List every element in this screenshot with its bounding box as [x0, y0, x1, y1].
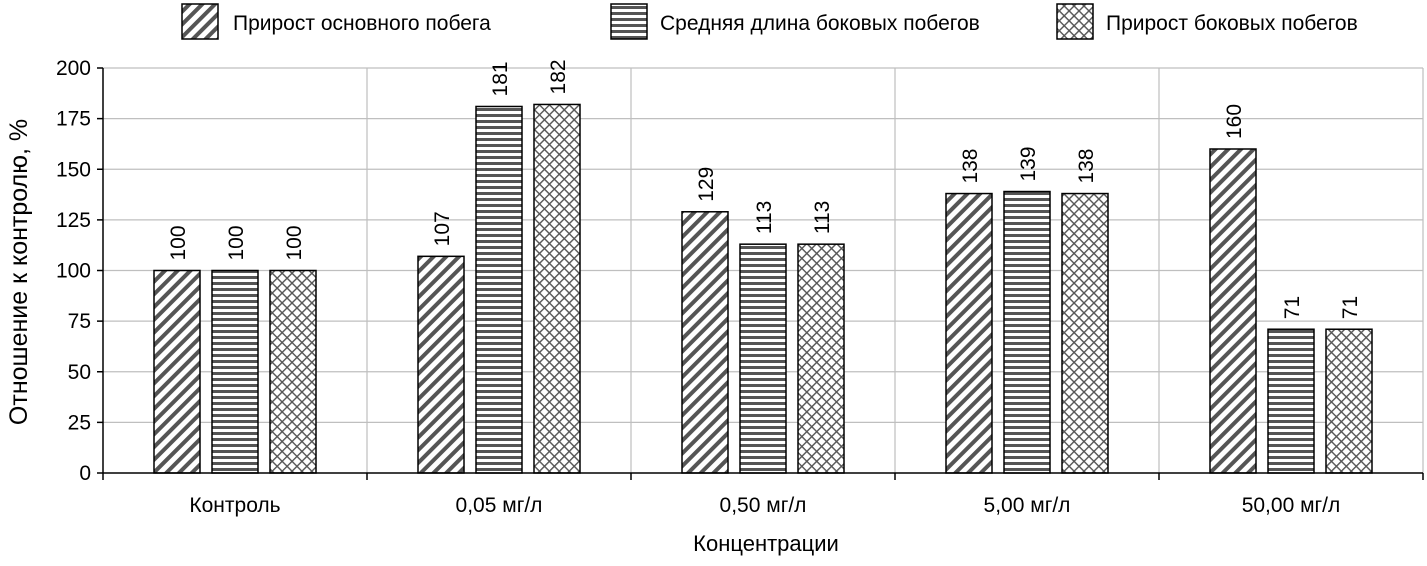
data-label: 113 [811, 201, 834, 234]
x-axis-title: Концентрации [693, 531, 839, 556]
y-tick-label: 100 [56, 260, 91, 283]
y-axis-title: Отношение к контролю, % [5, 119, 33, 425]
bar [1325, 328, 1373, 474]
x-tick-label: 0,05 мг/л [456, 494, 543, 517]
x-tick-label: 5,00 мг/л [984, 494, 1071, 517]
bar [797, 243, 845, 474]
axes: Контроль 0,05 мг/л 0,50 мг/л 5,00 мг/л 50,00… [56, 57, 1424, 517]
grid [103, 67, 1424, 473]
y-tick-label: 200 [56, 57, 91, 80]
legend-swatch [610, 3, 648, 40]
bar [153, 269, 201, 474]
data-label: 100 [283, 225, 306, 260]
data-label: 71 [1339, 296, 1362, 319]
data-label: 138 [959, 149, 982, 184]
data-label: 107 [431, 211, 454, 246]
data-label: 160 [1223, 104, 1246, 139]
bar [475, 105, 523, 474]
x-tick-label: 50,00 мг/л [1242, 494, 1341, 517]
bar [1209, 148, 1257, 474]
legend-label: Прирост основного побега [233, 12, 491, 35]
bar [945, 192, 993, 474]
y-tick-label: 75 [68, 310, 91, 333]
data-label: 139 [1017, 146, 1040, 181]
data-label: 129 [695, 167, 718, 202]
data-label: 138 [1075, 149, 1098, 184]
legend: Прирост основного побега Средняя длина бо… [181, 3, 1358, 40]
y-tick-label: 25 [68, 411, 91, 434]
bars: 100 100 100 107 181 182 129 113 113 138 139 138 160 7… [153, 59, 1373, 474]
bar [417, 255, 465, 474]
bar [269, 269, 317, 474]
data-label: 71 [1281, 296, 1304, 319]
y-tick-label: 125 [56, 209, 91, 232]
data-label: 100 [167, 225, 190, 260]
legend-swatch [181, 3, 219, 40]
bar [1003, 190, 1051, 474]
bar [1061, 192, 1109, 474]
legend-label: Средняя длина боковых побегов [660, 12, 980, 35]
data-label: 100 [225, 225, 248, 260]
data-label: 113 [753, 201, 776, 234]
bar [739, 243, 787, 474]
data-label: 182 [547, 59, 570, 94]
x-tick-label: Контроль [189, 494, 280, 517]
y-tick-label: 50 [68, 361, 91, 384]
legend-swatch [1056, 3, 1094, 40]
y-tick-label: 0 [79, 462, 91, 485]
data-label: 181 [489, 61, 512, 96]
x-tick-label: 0,50 мг/л [720, 494, 807, 517]
bar [1267, 328, 1315, 474]
bar [533, 103, 581, 474]
bar [211, 269, 259, 474]
y-tick-label: 150 [56, 158, 91, 181]
legend-label: Прирост боковых побегов [1106, 12, 1358, 35]
y-tick-label: 175 [56, 108, 91, 131]
bar [681, 211, 729, 474]
